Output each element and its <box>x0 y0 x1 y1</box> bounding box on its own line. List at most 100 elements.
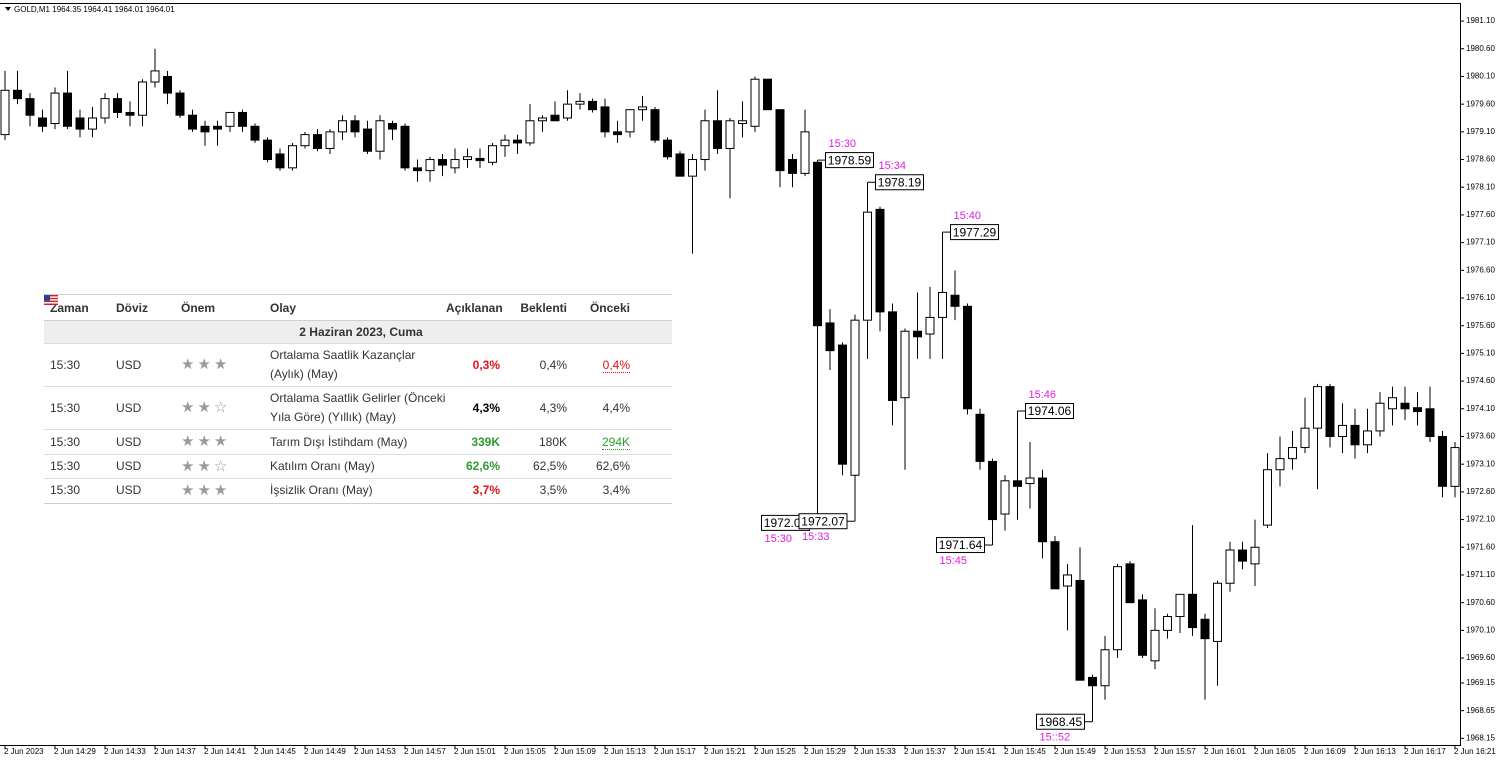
candle-body <box>1300 427 1310 449</box>
candle-body <box>750 78 760 127</box>
header-row: Zaman Döviz Önem Olay Açıklanan Beklenti Öncek… <box>44 295 672 321</box>
x-tick-label: 2 Jun 16:17 <box>1404 747 1446 756</box>
candle-body <box>888 311 897 401</box>
candle-body <box>350 120 360 133</box>
event: Ortalama Saatlik Kazançlar (Aylık) (May) <box>264 343 446 387</box>
candle-body <box>1400 402 1410 410</box>
forecast: 62,5% <box>506 454 573 479</box>
event-row: 15:30 USD ★ ★ ☆ Katılım Oranı (May) 62,6% 62,5%… <box>44 295 672 479</box>
star: ★ <box>213 356 228 373</box>
candle-body <box>113 98 122 113</box>
candle-body <box>575 100 585 105</box>
candle-body <box>1375 402 1385 432</box>
x-tick-label: 2 Jun 14:45 <box>254 747 296 756</box>
column-header: Olay <box>270 300 297 315</box>
candle-body <box>313 134 322 149</box>
candle-body <box>1238 549 1247 562</box>
star: ★ <box>181 356 195 373</box>
candle-body <box>225 111 235 127</box>
candle-body <box>150 70 160 83</box>
column-header: Açıklanan <box>446 300 503 315</box>
candle-body <box>463 156 472 161</box>
y-tick-label: 1974.10 <box>1466 404 1495 413</box>
y-tick-label: 1975.10 <box>1466 349 1495 358</box>
annotation-box <box>936 537 985 554</box>
actual: 339K <box>446 429 506 455</box>
importance: ★ ★ ☆ <box>175 386 264 430</box>
y-tick-label: 1969.60 <box>1466 653 1495 662</box>
candle-body <box>1225 549 1235 584</box>
y-tick-label: 1978.10 <box>1466 182 1495 191</box>
candle-body <box>375 120 385 152</box>
y-tick-label: 1977.10 <box>1466 238 1495 247</box>
y-tick-label: 1974.60 <box>1466 376 1495 385</box>
candle-body <box>1275 458 1285 471</box>
star: ★ <box>213 433 228 450</box>
candle-body <box>713 120 722 149</box>
previous-cell: 3,4% <box>573 478 636 503</box>
candle-body <box>1363 430 1372 446</box>
column-header: Döviz <box>116 300 149 315</box>
currency-cell: USD <box>44 295 175 455</box>
y-tick-label: 1968.15 <box>1466 733 1495 742</box>
column-header: Beklenti <box>520 300 567 315</box>
star: ★ <box>197 481 211 499</box>
candle-body <box>675 153 685 177</box>
candle-body <box>363 128 372 152</box>
annotation-time: 15:46 <box>1029 389 1057 401</box>
y-tick-label: 1968.65 <box>1466 706 1495 715</box>
candle-body <box>775 109 785 172</box>
candle-body <box>738 120 747 125</box>
candle-body <box>388 123 397 130</box>
x-tick-label: 2 Jun 15:41 <box>954 747 996 756</box>
y-tick-label: 1971.60 <box>1466 542 1495 551</box>
currency-cell: USD <box>44 295 175 479</box>
calendar-table: Zaman Döviz Önem Olay Açıklanan Beklenti Öncek… <box>44 295 672 503</box>
previous-cell: 62,6% <box>573 454 636 479</box>
date-row: 2 Haziran 2023, Cuma <box>44 320 672 344</box>
candle-body <box>975 413 985 462</box>
column-header: Zaman <box>50 300 89 315</box>
x-tick-label: 2 Jun 14:29 <box>54 747 96 756</box>
candle-body <box>38 117 47 127</box>
candle-body <box>0 89 10 136</box>
candle-body <box>763 78 772 111</box>
candle-body <box>438 159 447 166</box>
y-tick-label: 1972.10 <box>1466 515 1495 524</box>
candle-body <box>1163 615 1172 631</box>
symbol-menu-arrow[interactable] <box>5 7 11 11</box>
candle-body <box>588 100 597 111</box>
event-row: 15:30 USD ★ ★ ★ Ortalama Saatlik Kazançlar (A… <box>44 295 672 387</box>
economic-calendar: Zaman Döviz Önem Olay Açıklanan Beklenti Öncek… <box>44 294 672 504</box>
candle-body <box>175 92 185 116</box>
chart-header: GOLD,M1 1964.35 1964.41 1964.01 1964.01 <box>14 5 175 14</box>
candle-body <box>800 131 810 174</box>
candle-body <box>938 291 947 318</box>
candle-body <box>263 139 272 161</box>
candle-body <box>1150 629 1160 662</box>
candle-body <box>488 145 497 163</box>
x-tick-label: 2 Jun 15:37 <box>904 747 946 756</box>
annotation-price: 1978.59 <box>828 153 872 167</box>
x-tick-label: 2 Jun 15:05 <box>504 747 546 756</box>
candle-body <box>1213 582 1222 642</box>
candle-body <box>1413 407 1422 413</box>
date: 2 Haziran 2023, Cuma <box>44 320 672 344</box>
y-tick-label: 1977.60 <box>1466 210 1495 219</box>
y-tick-label: 1975.60 <box>1466 321 1495 330</box>
candle-body <box>600 106 610 133</box>
candle-body <box>288 145 297 169</box>
header-value: 1964.01 <box>146 5 175 14</box>
importance: ★ ★ ★ <box>175 429 264 455</box>
previous: 294K <box>601 434 630 450</box>
x-tick-label: 2 Jun 15:09 <box>554 747 596 756</box>
candle-body <box>325 131 335 149</box>
candle-body <box>825 322 835 352</box>
actual: 62,6% <box>446 454 506 479</box>
candle-body <box>1075 579 1085 681</box>
x-tick-label: 2 Jun 14:49 <box>304 747 346 756</box>
event-row: 15:30 USD ★ ★ ☆ Ortalama Saatlik Gelirler (Ön… <box>44 295 672 430</box>
y-tick-label: 1979.10 <box>1466 127 1495 136</box>
annotation-box <box>1025 403 1074 420</box>
